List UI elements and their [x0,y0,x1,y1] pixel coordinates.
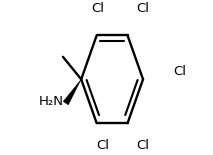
Text: Cl: Cl [136,2,149,15]
Text: Cl: Cl [173,65,186,78]
Text: Cl: Cl [136,139,149,152]
Polygon shape [63,79,81,105]
Text: H₂N: H₂N [39,95,64,108]
Text: Cl: Cl [96,139,109,152]
Text: Cl: Cl [91,2,104,15]
